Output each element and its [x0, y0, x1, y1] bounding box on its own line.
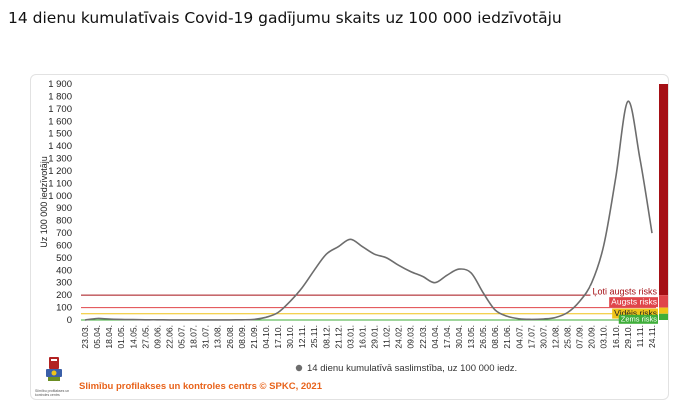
x-tick-label: 05.04.: [92, 325, 102, 349]
x-tick-label: 11.11.: [635, 325, 645, 347]
y-tick-label: 0: [67, 315, 72, 326]
x-tick-label: 08.06.: [490, 325, 500, 349]
x-tick-label: 17.04.: [442, 325, 452, 349]
x-tick-label: 11.02.: [382, 325, 392, 348]
risk-label: Augsts risks: [611, 297, 657, 307]
y-tick-label: 200: [56, 290, 72, 301]
x-tick-label: 21.06.: [502, 325, 512, 349]
x-tick-label: 29.10.: [623, 325, 633, 349]
y-tick-label: 1 000: [48, 191, 72, 202]
x-tick-label: 04.07.: [514, 325, 524, 349]
risk-label-bg: [590, 286, 658, 298]
x-tick-label: 25.08.: [563, 325, 573, 349]
risk-bar-segment: [659, 84, 668, 296]
y-tick-label: 1 500: [48, 129, 72, 140]
x-tick-label: 01.05.: [116, 325, 126, 349]
x-tick-label: 08.09.: [237, 325, 247, 349]
x-tick-label: 07.09.: [575, 325, 585, 349]
y-tick-label: 1 200: [48, 166, 72, 177]
x-tick-label: 08.12.: [321, 325, 331, 349]
x-tick-label: 20.09.: [587, 325, 597, 349]
x-tick-label: 03.01.: [345, 325, 355, 349]
risk-threshold-lines: [81, 294, 656, 321]
x-axis: 23.03. 05.04. 18.04. 01.05. 14.05. 27.05. 09.0…: [80, 325, 657, 349]
series-group: [84, 100, 653, 321]
x-tick-label: 18.04.: [104, 325, 114, 349]
y-tick-label: 100: [56, 303, 72, 314]
risk-label: Zems risks: [621, 314, 657, 323]
x-tick-label: 12.11.: [297, 325, 307, 348]
y-tick-label: 1 700: [48, 104, 72, 115]
risk-bar-segment: [659, 295, 668, 308]
risk-label-bg: [612, 308, 658, 319]
spkc-logo: [46, 357, 62, 381]
y-tick-label: 400: [56, 265, 72, 276]
x-tick-label: 21.12.: [333, 325, 343, 349]
risk-bar-segment: [659, 307, 668, 314]
page-title: 14 dienu kumulatīvais Covid-19 gadījumu …: [8, 9, 562, 27]
legend: 14 dienu kumulatīvā saslimstība, uz 100 …: [295, 363, 517, 374]
x-tick-label: 09.03.: [406, 325, 416, 349]
x-tick-label: 17.07.: [526, 325, 536, 349]
x-tick-label: 24.02.: [394, 325, 404, 349]
x-tick-label: 14.05.: [128, 325, 138, 349]
x-tick-label: 17.10.: [273, 325, 283, 349]
x-tick-label: 30.04.: [454, 325, 464, 349]
y-tick-label: 300: [56, 278, 72, 289]
y-tick-label: 900: [56, 203, 72, 214]
logo-caption: Slimību profilakses un kontroles centrs: [35, 389, 70, 397]
x-tick-label: 30.07.: [538, 325, 548, 349]
risk-label: Ļoti augsts risks: [592, 287, 657, 297]
y-tick-label: 1 600: [48, 116, 72, 127]
x-tick-label: 21.09.: [249, 325, 259, 349]
x-tick-label: 27.05.: [140, 325, 150, 349]
x-tick-label: 26.08.: [225, 325, 235, 349]
risk-label-bg: [618, 314, 658, 324]
y-axis-label: Uz 100 000 iedzīvotāju: [39, 156, 49, 248]
x-tick-label: 04.04.: [430, 325, 440, 349]
y-tick-label: 1 300: [48, 154, 72, 165]
series-line: [84, 100, 653, 321]
x-tick-label: 22.06.: [164, 325, 174, 349]
y-tick-label: 1 100: [48, 178, 72, 189]
credit-text: Slimību profilakses un kontroles centrs …: [79, 381, 322, 392]
x-tick-label: 13.08.: [213, 325, 223, 349]
y-tick-label: 1 800: [48, 91, 72, 102]
legend-marker: [295, 364, 303, 372]
chart-frame: [30, 74, 669, 400]
y-tick-label: 800: [56, 216, 72, 227]
x-tick-label: 24.11.: [647, 325, 657, 348]
legend-label: 14 dienu kumulatīvā saslimstība, uz 100 …: [307, 363, 517, 374]
y-tick-label: 600: [56, 240, 72, 251]
x-tick-label: 26.05.: [478, 325, 488, 349]
x-tick-label: 29.01.: [370, 325, 380, 349]
x-tick-label: 25.11.: [309, 325, 319, 348]
x-tick-label: 16.01.: [357, 325, 367, 349]
x-tick-label: 16.10.: [611, 325, 621, 349]
x-tick-label: 31.07.: [201, 325, 211, 349]
x-tick-label: 12.08.: [550, 325, 560, 349]
y-tick-label: 700: [56, 228, 72, 239]
risk-bar-segment: [659, 313, 668, 320]
x-tick-label: 09.06.: [152, 325, 162, 349]
y-tick-label: 1 900: [48, 79, 72, 90]
x-tick-label: 03.10.: [599, 325, 609, 349]
x-tick-label: 30.10.: [285, 325, 295, 349]
x-tick-label: 05.07.: [177, 325, 187, 349]
risk-label-bg: [609, 297, 658, 308]
y-tick-label: 500: [56, 253, 72, 264]
y-tick-label: 1 400: [48, 141, 72, 152]
x-tick-label: 22.03.: [418, 325, 428, 349]
risk-label: Vidējs risks: [614, 308, 657, 318]
x-tick-label: 23.03.: [80, 325, 90, 349]
x-tick-label: 18.07.: [189, 325, 199, 349]
x-tick-label: 04.10.: [261, 325, 271, 349]
x-tick-label: 13.05.: [466, 325, 476, 349]
